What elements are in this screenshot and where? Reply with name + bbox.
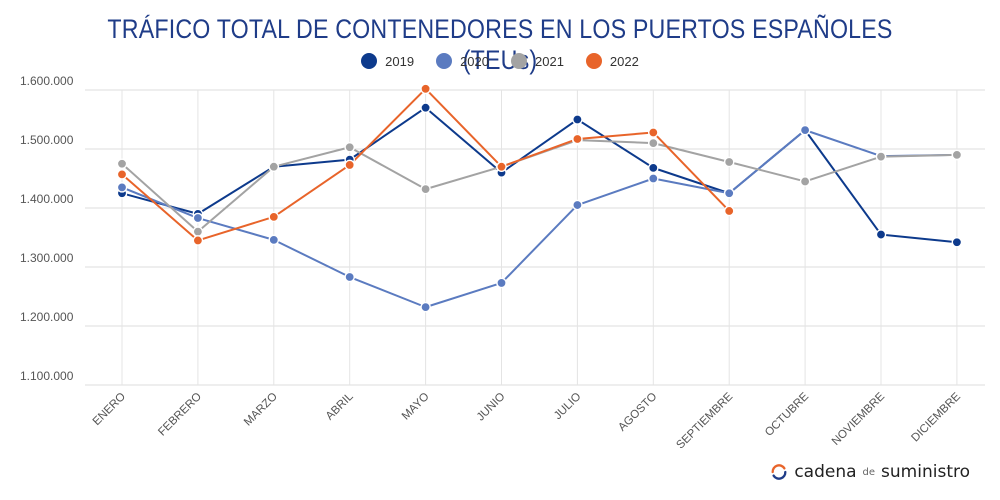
legend-label-2020: 2020 [460,53,489,69]
series-line-2019 [121,106,958,244]
legend-marker-2022 [585,53,602,69]
data-point-2020[interactable] [268,234,280,246]
y-tick-label: 1.400.000 [20,192,74,206]
chart-grid [85,89,985,386]
data-point-2021[interactable] [648,137,659,149]
data-point-2021[interactable] [116,158,128,170]
data-point-2022[interactable] [496,161,507,172]
data-point-2020[interactable] [648,173,659,184]
legend-marker-2019 [361,53,378,69]
data-point-2020[interactable] [496,277,507,289]
x-axis: ENERO FEBRERO MARZO ABRIL MAYO JUNIO JULIO AGOS… [91,390,964,451]
y-tick-label: 1.200.000 [20,310,74,324]
x-tick-label: AGOSTO [616,391,659,434]
data-point-2021[interactable] [420,183,431,195]
data-point-2022[interactable] [116,169,128,180]
x-tick-label: SEPTIEMBRE [674,390,735,451]
data-point-2019[interactable] [572,114,583,125]
data-point-2022[interactable] [648,127,659,138]
legend-label-2019: 2019 [385,53,415,69]
data-point-2022[interactable] [268,211,280,223]
brand-text-de: de [862,466,876,478]
brand-text-cadena: cadena [794,462,857,482]
x-tick-label: JUNIO [475,391,508,424]
x-tick-label: FEBRERO [156,391,204,439]
x-tick-label: NOVIEMBRE [830,390,888,448]
legend-marker-2020 [436,53,453,69]
data-point-2021[interactable] [951,149,963,161]
y-tick-label: 1.100.000 [20,369,74,383]
legend-label-2021: 2021 [535,53,564,69]
data-point-2022[interactable] [420,83,431,95]
data-point-2021[interactable] [875,151,887,162]
x-tick-label: DICIEMBRE [909,390,963,444]
y-tick-label: 1.300.000 [20,251,74,265]
legend-item-2022[interactable]: 2022 [585,53,639,69]
data-point-2019[interactable] [951,236,963,248]
data-point-2020[interactable] [723,187,735,199]
legend-label-2022: 2022 [609,53,639,69]
x-tick-label: JULIO [552,391,584,423]
legend-marker-2021 [511,53,527,69]
x-tick-label: ENERO [91,391,128,428]
data-point-2022[interactable] [572,133,583,145]
y-tick-label: 1.500.000 [20,133,74,147]
series-line-2020 [121,129,957,309]
brand-text-suministro: suministro [881,462,970,482]
data-point-2020[interactable] [799,124,811,136]
data-point-2021[interactable] [799,176,811,187]
data-point-2022[interactable] [192,235,204,246]
data-point-2019[interactable] [648,162,659,174]
brand-logo: cadena de suministro [770,462,970,482]
data-point-2021[interactable] [344,141,356,153]
data-point-2020[interactable] [116,182,128,193]
x-tick-label: OCTUBRE [763,390,811,438]
legend-item-2019[interactable]: 2019 [361,53,414,69]
x-tick-label: MAYO [400,391,432,423]
y-axis: 1.100.000 1.200.000 1.300.000 1.400.000 1.50… [20,74,74,383]
data-point-2020[interactable] [572,199,583,211]
x-tick-label: MARZO [242,391,280,429]
data-point-2020[interactable] [344,271,356,283]
chart-series [116,83,963,313]
data-point-2022[interactable] [344,159,356,171]
data-point-2021[interactable] [268,161,280,172]
legend-item-2020[interactable]: 2020 [436,53,489,69]
data-point-2020[interactable] [420,301,431,313]
x-tick-label: ABRIL [324,390,356,422]
legend-item-2021[interactable]: 2021 [511,53,564,69]
chart-legend: 2019 2020 2021 2022 [0,53,1000,69]
y-tick-label: 1.600.000 [20,74,74,88]
data-point-2022[interactable] [723,205,735,217]
data-point-2019[interactable] [875,229,887,240]
data-point-2019[interactable] [420,102,431,113]
data-point-2020[interactable] [192,212,204,224]
data-point-2021[interactable] [723,156,735,168]
refresh-arc-icon [771,464,787,480]
data-point-2021[interactable] [192,226,204,237]
